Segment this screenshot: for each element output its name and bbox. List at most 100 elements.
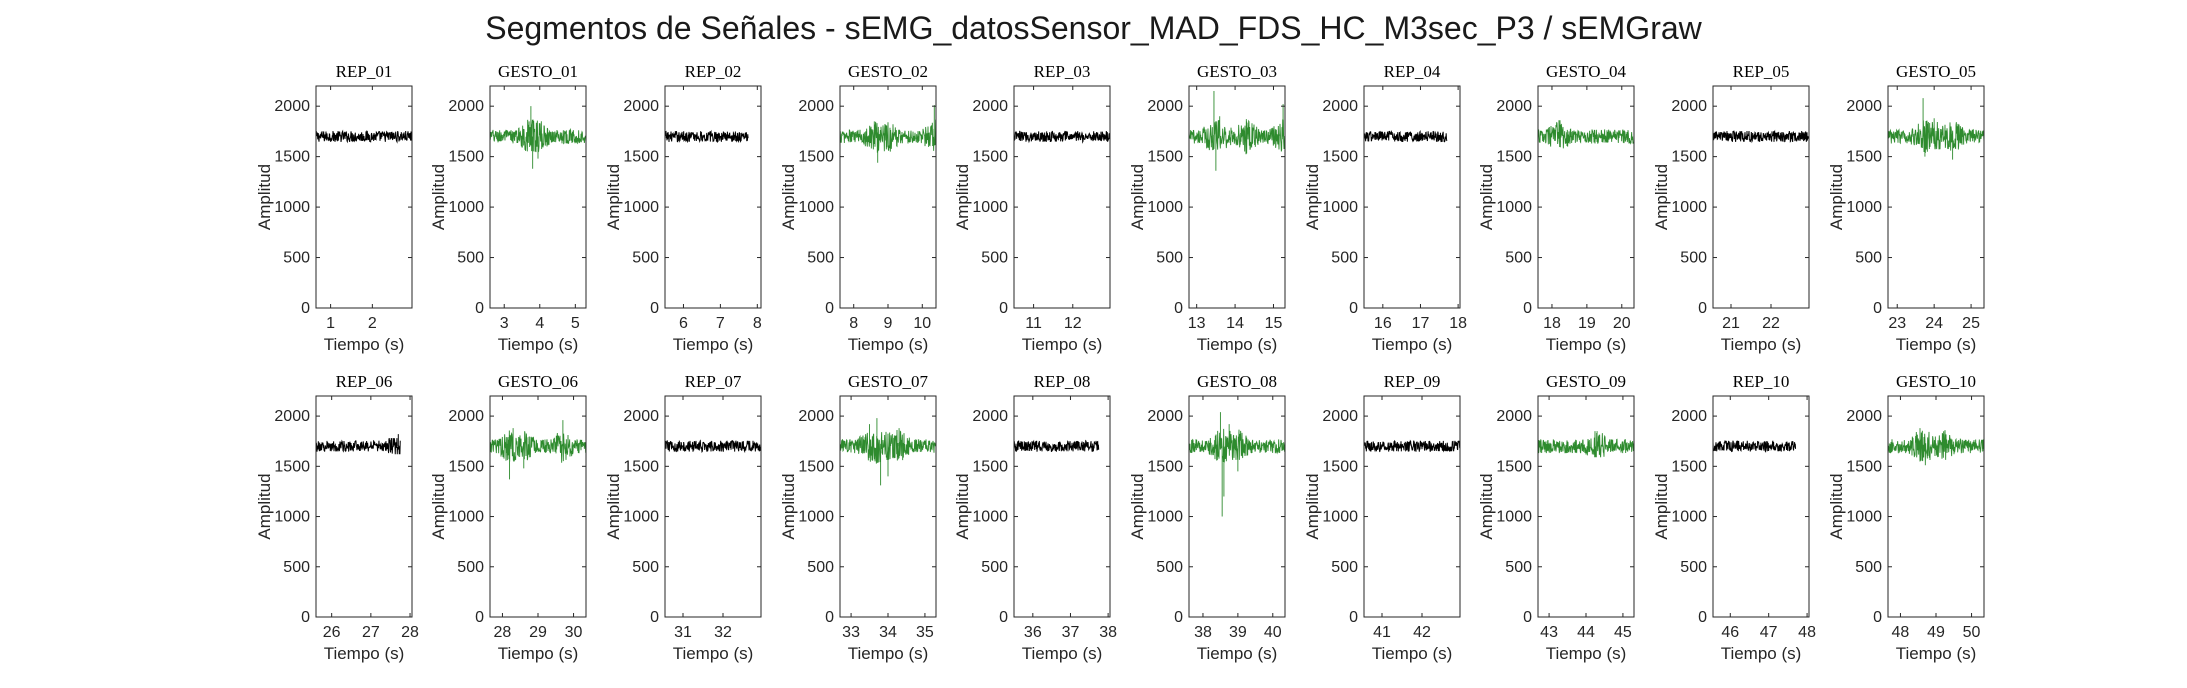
y-axis-label: Amplitud [1827,164,1846,230]
y-tick-label: 500 [1505,250,1532,267]
x-tick-label: 18 [1449,315,1467,332]
axes-box [1887,85,1985,309]
x-tick-label: 25 [1962,315,1980,332]
x-axis-label: Tiempo (s) [1372,644,1453,663]
x-axis-label: Tiempo (s) [1721,644,1802,663]
y-tick-label: 500 [1156,559,1183,576]
x-tick-label: 48 [1798,624,1816,641]
page-title: Segmentos de Señales - sEMG_datosSensor_… [485,10,1702,46]
y-tick-label: 500 [1331,559,1358,576]
x-tick-label: 45 [1614,624,1632,641]
y-tick-label: 1000 [1147,509,1183,526]
y-tick-label: 500 [807,250,834,267]
y-tick-label: 500 [457,250,484,267]
x-tick-label: 10 [913,315,931,332]
axes-box [1537,395,1635,618]
y-tick-label: 500 [283,250,310,267]
axes-box [1188,85,1286,309]
axes-box [839,395,937,618]
y-tick-label: 500 [1680,559,1707,576]
y-tick-label: 1500 [1846,149,1882,166]
y-tick-label: 1000 [1496,509,1532,526]
series-line-gesto-08 [1188,412,1286,517]
x-tick-label: 27 [362,624,380,641]
axes-box [664,85,762,309]
y-axis-label: Amplitud [604,164,623,230]
axes-box [1188,395,1286,618]
y-tick-label: 1000 [798,199,834,216]
x-tick-label: 5 [571,315,580,332]
y-tick-label: 2000 [448,98,484,115]
x-tick-label: 6 [679,315,688,332]
x-tick-label: 49 [1927,624,1945,641]
x-tick-label: 37 [1062,624,1080,641]
y-tick-label: 1000 [972,509,1008,526]
y-tick-label: 0 [650,609,659,626]
y-tick-label: 0 [1174,300,1183,317]
series-line-rep-10 [1712,440,1797,453]
x-tick-label: 30 [565,624,583,641]
y-tick-label: 2000 [623,98,659,115]
series-line-rep-08 [1013,439,1100,453]
y-tick-label: 1500 [798,149,834,166]
subplot-title: REP_06 [336,372,393,391]
x-axis-label: Tiempo (s) [1546,335,1627,354]
y-tick-label: 500 [1156,250,1183,267]
y-axis-label: Amplitud [604,473,623,539]
y-tick-label: 2000 [623,408,659,425]
x-tick-label: 2 [368,315,377,332]
y-tick-label: 2000 [1147,98,1183,115]
y-tick-label: 0 [475,609,484,626]
subplot-rep-04: REP_04 0 500 1000 1500 2000 16 17 18 Tiempo (s) Am… [1303,62,1467,354]
x-tick-label: 22 [1762,315,1780,332]
axes-box [1013,85,1111,309]
x-axis-label: Tiempo (s) [324,335,405,354]
x-tick-label: 46 [1721,624,1739,641]
series-line-gesto-02 [839,105,937,163]
x-axis-label: Tiempo (s) [498,644,579,663]
x-tick-label: 18 [1543,315,1561,332]
x-tick-label: 48 [1892,624,1910,641]
y-tick-label: 2000 [1496,98,1532,115]
y-tick-label: 1000 [1322,199,1358,216]
y-tick-label: 2000 [1846,408,1882,425]
x-tick-label: 20 [1613,315,1631,332]
x-tick-label: 4 [535,315,544,332]
y-tick-label: 2000 [1671,408,1707,425]
x-tick-label: 39 [1229,624,1247,641]
series-line-gesto-07 [839,418,937,486]
series-line-rep-03 [1013,130,1111,144]
x-axis-label: Tiempo (s) [324,644,405,663]
subplot-title: REP_09 [1384,372,1441,391]
y-tick-label: 500 [1331,250,1358,267]
y-tick-label: 0 [1698,300,1707,317]
y-tick-label: 1000 [1496,199,1532,216]
y-tick-label: 1500 [1322,458,1358,475]
series-line-gesto-10 [1887,428,1985,466]
y-tick-label: 1500 [1322,149,1358,166]
y-tick-label: 1500 [1147,458,1183,475]
y-tick-label: 1500 [274,149,310,166]
y-tick-label: 1500 [972,458,1008,475]
axes-box [1887,395,1985,618]
y-tick-label: 2000 [274,408,310,425]
subplot-title: REP_07 [685,372,742,391]
subplot-rep-08: REP_08 0 500 1000 1500 2000 36 37 38 Tiempo (s) Am… [953,372,1117,663]
y-tick-label: 500 [807,559,834,576]
subplot-title: GESTO_10 [1896,372,1976,391]
x-axis-label: Tiempo (s) [1022,644,1103,663]
y-axis-label: Amplitud [1303,473,1322,539]
subplot-title: REP_10 [1733,372,1790,391]
x-tick-label: 33 [842,624,860,641]
axes-box [1537,85,1635,309]
series-line-gesto-09 [1537,431,1635,458]
x-tick-label: 17 [1412,315,1430,332]
x-tick-label: 32 [714,624,732,641]
subplot-rep-10: REP_10 0 500 1000 1500 2000 46 47 48 Tiempo (s) Am… [1652,372,1816,663]
y-tick-label: 1000 [623,509,659,526]
y-tick-label: 1500 [1671,149,1707,166]
y-tick-label: 1000 [448,199,484,216]
series-line-rep-04 [1363,130,1448,143]
x-tick-label: 47 [1760,624,1778,641]
